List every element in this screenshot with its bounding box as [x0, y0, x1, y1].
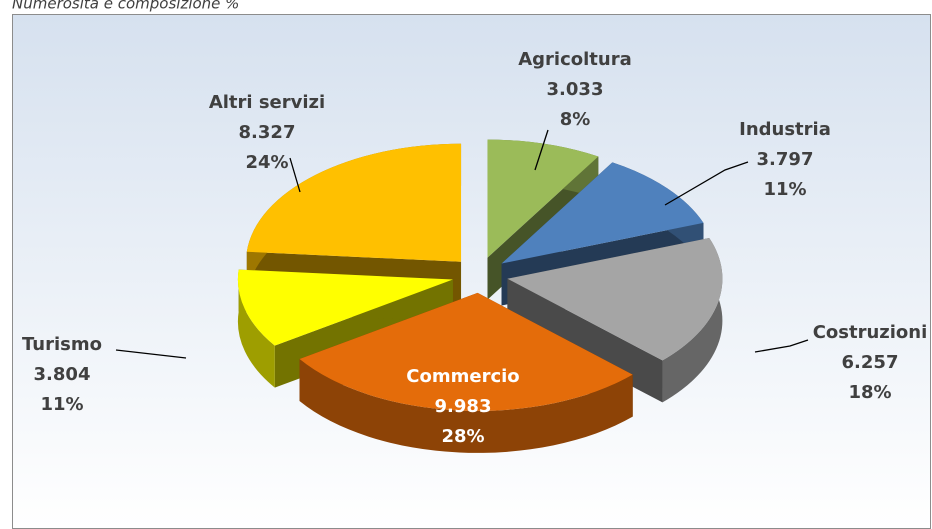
pie [237, 139, 723, 453]
slice-wall [299, 359, 633, 453]
leader-line [115, 349, 187, 359]
slice-top [246, 143, 462, 262]
percent-label: 28% [441, 426, 484, 447]
slice-top [487, 139, 599, 258]
percent-label: 8% [560, 109, 591, 130]
slice-top [501, 162, 704, 264]
slice [507, 238, 723, 403]
leader-line [534, 129, 549, 171]
value-label: 6.257 [842, 352, 899, 373]
leader-line [664, 161, 749, 206]
value-label: 9.983 [435, 396, 492, 417]
percent-label: 11% [40, 394, 83, 415]
slice [299, 292, 633, 453]
slice-label: Commercio [406, 366, 519, 387]
percent-label: 18% [848, 382, 891, 403]
labels: Agricoltura 3.033 8% Industria 3.797 11% Costr… [22, 49, 927, 447]
leader-line [754, 339, 809, 353]
value-label: 8.327 [239, 122, 296, 143]
value-label: 3.033 [547, 79, 604, 100]
slice-top [299, 292, 633, 411]
slice-top [237, 269, 453, 346]
chart-title: Numerosità e composizione % [12, 0, 239, 13]
percent-label: 24% [245, 152, 288, 173]
slice-label: Industria [739, 119, 831, 140]
slice-label: Agricoltura [518, 49, 632, 70]
value-label: 3.804 [34, 364, 91, 385]
slice-label: Turismo [22, 334, 102, 355]
leader-line [289, 157, 301, 193]
slice-label: Costruzioni [813, 322, 928, 343]
slice-wall [237, 269, 275, 388]
percent-label: 11% [763, 179, 806, 200]
slice-wall [662, 238, 723, 403]
slice-top [507, 238, 723, 361]
slice-label: Altri servizi [209, 92, 325, 113]
value-label: 3.797 [757, 149, 814, 170]
